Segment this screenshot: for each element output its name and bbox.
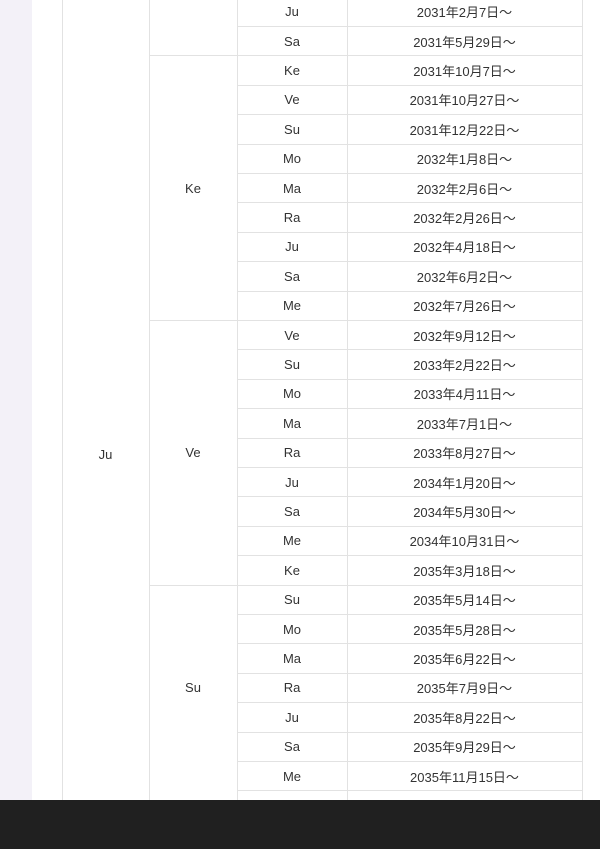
pratyantar-cell: Ju (237, 467, 347, 496)
start-date-cell: 2032年6月2日〜 (347, 261, 582, 290)
start-date-cell: 2034年10月31日〜 (347, 525, 582, 555)
pratyantar-cell: Me (237, 761, 347, 790)
pratyantar-cell: Ju (237, 0, 347, 26)
start-date-cell: 2032年2月26日〜 (347, 202, 582, 231)
pratyantar-cell: Ra (237, 202, 347, 231)
start-date-cell: 2035年11月15日〜 (347, 761, 582, 790)
pratyantar-cell: Ve (237, 84, 347, 114)
pratyantar-cell: Sa (237, 261, 347, 290)
pratyantar-cell: Ma (237, 173, 347, 202)
pratyantar-cell: Ra (237, 437, 347, 467)
dasha-table: Ju Ju 2031年2月7日〜 Sa 2031年5月29日〜 Ke 2031年10月7日… (62, 0, 583, 800)
start-date-cell: 2032年2月6日〜 (347, 173, 582, 202)
start-date-cell: 2032年7月26日〜 (347, 290, 582, 320)
start-date-cell: 2033年4月11日〜 (347, 378, 582, 408)
column-divider (347, 0, 348, 800)
pratyantar-cell: Ke (237, 555, 347, 584)
start-date-cell: 2031年12月22日〜 (347, 114, 582, 143)
start-date-cell: 2035年6月22日〜 (347, 643, 582, 672)
pratyantar-cell: Ju (237, 702, 347, 731)
pratyantar-cell: Me (237, 290, 347, 320)
pratyantar-cell: Mo (237, 614, 347, 643)
pratyantar-cell: Su (237, 584, 347, 614)
sidebar-strip (0, 0, 32, 800)
pratyantar-cell: Mo (237, 143, 347, 173)
antar-dasha-cell: Ke (149, 55, 237, 320)
pratyantar-cell: Sa (237, 26, 347, 55)
start-date-cell: 2032年9月12日〜 (347, 320, 582, 349)
pratyantar-cell: Me (237, 525, 347, 555)
antar-dasha-cell: Ve (149, 320, 237, 585)
pratyantar-cell: Ve (237, 320, 347, 349)
start-date-cell: 2031年10月7日〜 (347, 55, 582, 84)
column-divider (237, 0, 238, 800)
pratyantar-cell: Ma (237, 643, 347, 672)
pratyantar-cell: Sa (237, 731, 347, 761)
start-date-cell: 2034年5月30日〜 (347, 496, 582, 525)
pratyantar-cell: Su (237, 349, 347, 378)
start-date-cell: 2033年2月22日〜 (347, 349, 582, 378)
column-divider (62, 0, 63, 800)
pratyantar-cell: Ra (237, 672, 347, 702)
pratyantar-cell: Ju (237, 231, 347, 261)
pratyantar-cell: Sa (237, 496, 347, 525)
antar-dasha-cell: Su (149, 584, 237, 791)
start-date-cell: 2035年5月14日〜 (347, 584, 582, 614)
antar-dasha-cell (149, 0, 237, 55)
start-date-cell: 2031年5月29日〜 (347, 26, 582, 55)
pratyantar-cell: Ke (237, 55, 347, 84)
start-date-cell: 2035年5月28日〜 (347, 614, 582, 643)
pratyantar-cell: Su (237, 114, 347, 143)
start-date-cell: 2035年3月18日〜 (347, 555, 582, 584)
pratyantar-cell: Ma (237, 408, 347, 437)
start-date-cell: 2035年8月22日〜 (347, 702, 582, 731)
start-date-cell: 2031年10月27日〜 (347, 84, 582, 114)
start-date-cell: 2031年2月7日〜 (347, 0, 582, 26)
start-date-cell: 2032年1月8日〜 (347, 143, 582, 173)
start-date-cell: 2035年7月9日〜 (347, 672, 582, 702)
start-date-cell: 2035年9月29日〜 (347, 731, 582, 761)
start-date-cell: 2032年4月18日〜 (347, 231, 582, 261)
start-date-cell: 2034年1月20日〜 (347, 467, 582, 496)
maha-dasha-cell: Ju (98, 447, 113, 462)
table-row (237, 790, 582, 800)
column-divider (582, 0, 583, 800)
bottom-bar (0, 800, 600, 849)
start-date-cell: 2033年8月27日〜 (347, 437, 582, 467)
pratyantar-cell: Mo (237, 378, 347, 408)
column-divider (149, 0, 150, 800)
start-date-cell: 2033年7月1日〜 (347, 408, 582, 437)
